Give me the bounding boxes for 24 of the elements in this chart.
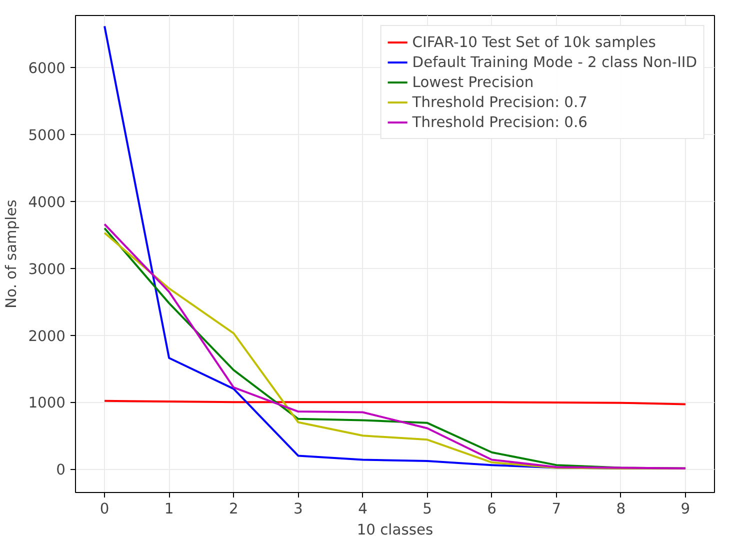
y-tick-label: 4000 <box>28 194 66 211</box>
x-tick-label: 2 <box>228 500 238 518</box>
x-tick-label: 0 <box>100 500 110 518</box>
x-tick-label: 6 <box>487 500 496 518</box>
y-tick-label: 6000 <box>28 60 66 78</box>
legend-label: CIFAR-10 Test Set of 10k samples <box>412 34 656 50</box>
x-tick-label: 8 <box>616 500 626 518</box>
y-tick-label: 0 <box>56 462 66 479</box>
y-axis-title: No. of samples <box>3 200 20 308</box>
y-tick-label: 2000 <box>28 328 66 345</box>
x-tick-label: 9 <box>680 500 690 518</box>
legend-label: Lowest Precision <box>412 74 534 90</box>
y-tick-label: 5000 <box>28 127 66 144</box>
legend-label: Threshold Precision: 0.7 <box>412 94 588 110</box>
y-tick-label: 1000 <box>28 394 66 412</box>
x-tick-label: 7 <box>552 500 562 518</box>
x-tick-label: 4 <box>358 500 368 518</box>
y-tick-label: 3000 <box>28 260 66 278</box>
legend-label: Default Training Mode - 2 class Non-IID <box>412 54 697 70</box>
x-tick-label: 3 <box>294 500 303 518</box>
x-tick-label: 1 <box>164 500 174 518</box>
x-tick-label: 5 <box>422 500 432 518</box>
x-axis-title: 10 classes <box>356 522 434 538</box>
legend-label: Threshold Precision: 0.6 <box>412 114 588 130</box>
